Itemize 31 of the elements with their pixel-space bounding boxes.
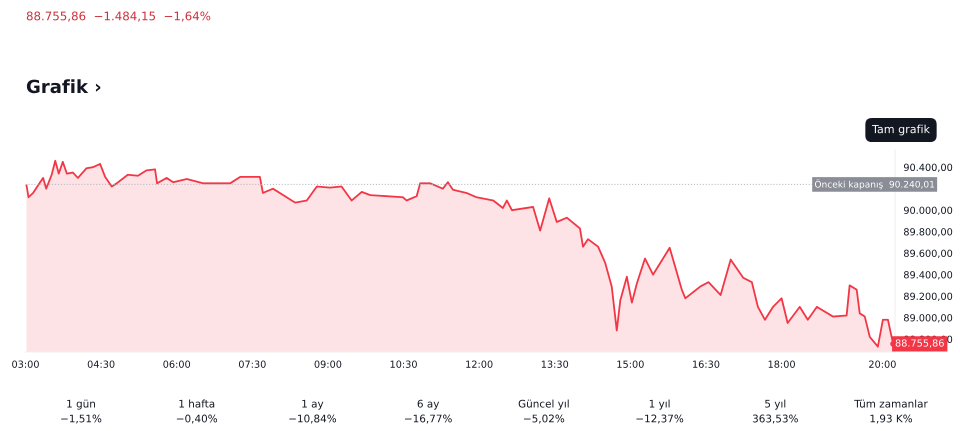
- y-tick-label: 90.000,00: [904, 206, 952, 215]
- x-tick-label: 15:00: [617, 360, 644, 368]
- y-tick-label: 89.200,00: [904, 292, 952, 301]
- y-tick-label: 90.400,00: [904, 164, 952, 172]
- ref-line-label: Önceki kapanış 90.240,01: [814, 179, 934, 190]
- y-tick-label: 89.800,00: [904, 228, 952, 236]
- text: 1 gün −1,51%: [61, 400, 102, 424]
- text: 6 ay −16,77%: [405, 400, 452, 424]
- x-tick-label: 20:00: [869, 360, 896, 368]
- x-tick-label: 13:30: [542, 360, 568, 368]
- text: Güncel yıl −5,02%: [518, 400, 569, 424]
- text: 1 ay −10,84%: [289, 400, 336, 424]
- chart-title: Grafik ›: [26, 79, 100, 94]
- y-tick-label: 89.600,00: [904, 250, 952, 258]
- y-tick-label: 89.000,00: [904, 314, 952, 322]
- x-tick-label: 16:30: [693, 360, 720, 368]
- chart-subtitle: 88.755,86 −1.484,15 −1,64%: [26, 11, 210, 22]
- x-tick-label: 04:30: [88, 360, 114, 368]
- text: 1 yıl −12,37%: [636, 400, 684, 424]
- x-tick-label: 03:00: [12, 360, 39, 368]
- text: 1 hafta −0,40%: [176, 400, 218, 424]
- text: Tam grafik: [872, 124, 930, 136]
- x-tick-label: 07:30: [238, 360, 266, 368]
- x-tick-label: 18:00: [768, 360, 795, 368]
- text: 5 yıl 363,53%: [752, 400, 798, 424]
- y-tick-label: 89.400,00: [904, 271, 952, 280]
- x-tick-label: 09:00: [314, 360, 342, 368]
- x-tick-label: 06:00: [163, 360, 190, 368]
- x-tick-label: 10:30: [390, 360, 417, 368]
- text: Tüm zamanlar 1,93 K%: [854, 400, 928, 424]
- x-tick-label: 12:00: [466, 360, 493, 368]
